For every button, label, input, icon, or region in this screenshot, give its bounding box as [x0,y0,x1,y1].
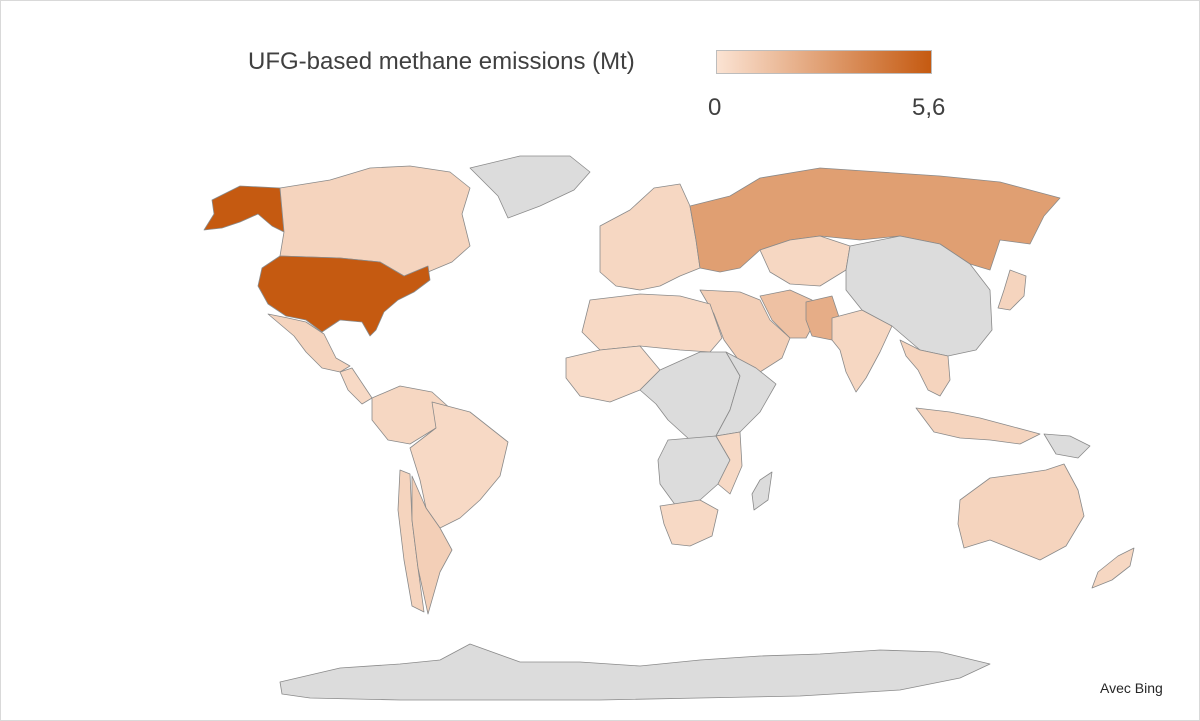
legend-color-scale [716,50,932,74]
region-papua-new-guinea[interactable] [1043,433,1091,459]
region-chile[interactable] [397,469,425,613]
region-antarctica[interactable] [279,643,991,701]
region-new-zealand[interactable] [1091,547,1135,589]
map-credit: Avec Bing [1100,680,1163,696]
region-brazil[interactable] [409,401,509,529]
region-russia[interactable] [689,167,1061,273]
region-alaska[interactable] [203,185,285,233]
legend-max-label: 5,6 [912,94,946,121]
legend-title: UFG-based methane emissions (Mt) [248,48,635,75]
region-europe[interactable] [599,183,701,291]
region-north-africa[interactable] [581,293,723,353]
region-greenland[interactable] [469,155,591,219]
region-indonesia[interactable] [915,407,1041,445]
region-southeast-asia[interactable] [899,339,951,397]
region-japan[interactable] [997,269,1027,311]
region-china[interactable] [845,235,993,357]
region-middle-east[interactable] [699,289,791,373]
region-australia[interactable] [957,463,1085,561]
region-south-africa[interactable] [659,499,719,547]
legend-min-label: 0 [708,94,722,121]
region-mozambique[interactable] [715,431,743,495]
region-united-states[interactable] [257,255,431,337]
region-mexico[interactable] [267,313,351,373]
region-madagascar[interactable] [751,471,773,511]
region-argentina[interactable] [411,475,453,615]
region-central-america[interactable] [339,367,373,405]
region-southern-africa[interactable] [657,435,731,507]
region-india[interactable] [831,309,893,393]
